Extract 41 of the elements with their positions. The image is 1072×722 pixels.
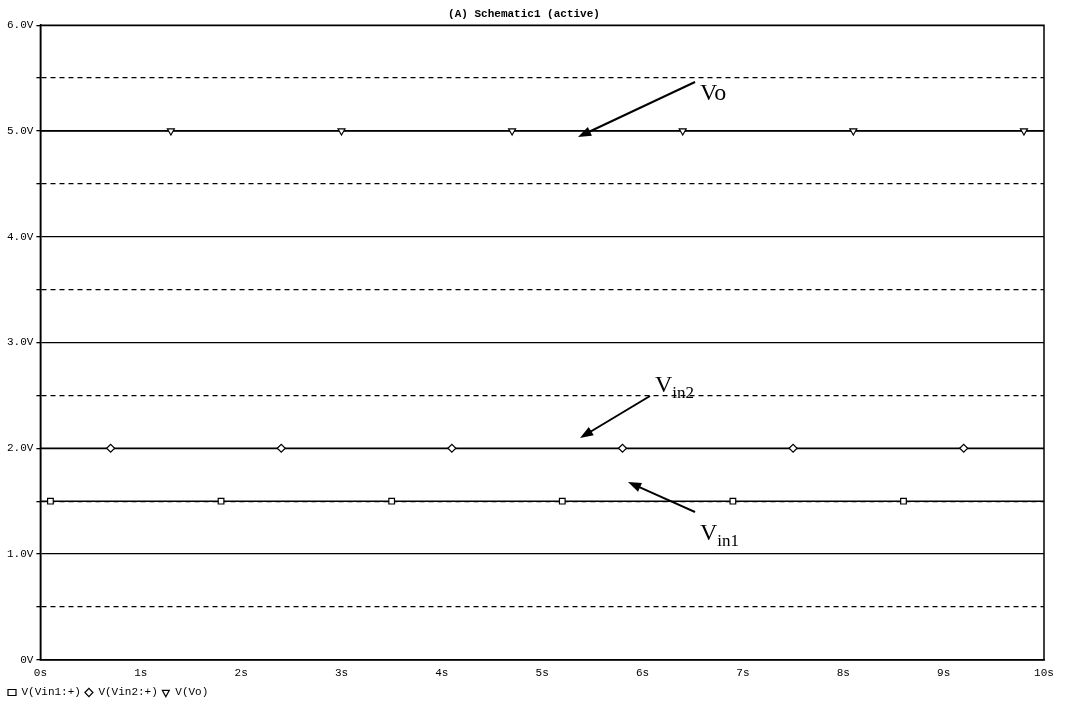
point <box>678 128 687 136</box>
point <box>788 443 798 453</box>
legend-label: V(Vin1:+) <box>21 686 81 699</box>
y-tick-label: 0V <box>20 653 34 666</box>
x-tick-label: 3s <box>334 667 349 680</box>
point <box>849 128 858 136</box>
chart-title: (A) Schematic1 (active) <box>448 8 600 21</box>
point <box>900 497 907 505</box>
y-tick-label: 6.0V <box>7 19 34 32</box>
x-tick-label: 6s <box>635 667 650 680</box>
y-tick-label: 5.0V <box>7 124 34 137</box>
point <box>217 497 225 505</box>
point <box>729 497 737 505</box>
y-tick-label: 1.0V <box>7 547 34 560</box>
point <box>276 443 286 453</box>
legend-label: V(Vin2:+) <box>98 686 158 699</box>
x-tick-label: 7s <box>736 667 750 680</box>
x-tick-label: 1s <box>134 667 148 680</box>
point <box>106 443 116 453</box>
point <box>447 443 457 453</box>
point <box>166 128 175 136</box>
point <box>959 443 969 453</box>
y-tick-label: 2.0V <box>7 442 34 455</box>
y-tick-label: 3.0V <box>7 336 34 349</box>
x-tick-label: 0s <box>33 667 48 680</box>
x-tick-label: 10s <box>1034 667 1054 680</box>
point <box>617 443 628 453</box>
x-tick-label: 9s <box>937 667 951 680</box>
x-tick-label: 5s <box>535 667 549 680</box>
point <box>558 497 566 505</box>
x-tick-label: 8s <box>836 667 850 680</box>
point <box>388 497 396 505</box>
x-tick-label: 4s <box>435 667 449 680</box>
point <box>47 497 54 505</box>
x-tick-label: 2s <box>234 667 248 680</box>
legend-label: V(Vo) <box>175 686 209 699</box>
annotation: Vo <box>700 79 727 105</box>
y-tick-label: 4.0V <box>7 230 34 243</box>
point <box>508 128 517 136</box>
point <box>337 128 346 136</box>
point <box>1019 128 1028 136</box>
